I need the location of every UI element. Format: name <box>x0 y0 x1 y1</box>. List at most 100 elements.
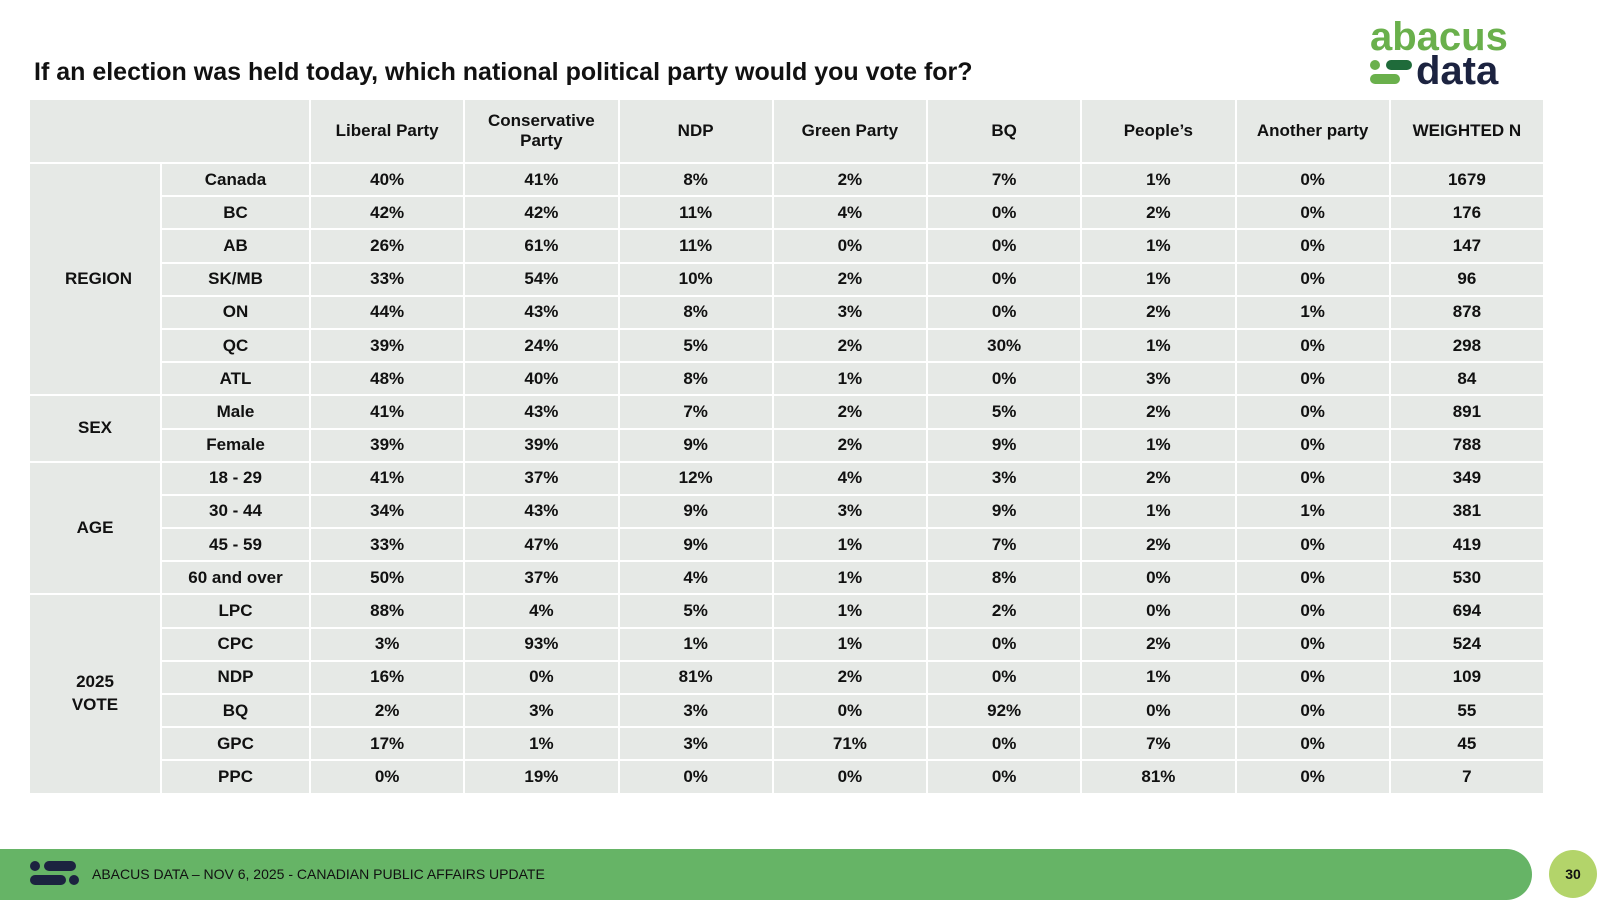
cell: 2% <box>771 394 929 430</box>
row-label: GPC <box>160 726 311 762</box>
table-row: 2025 VOTE LPC 88% 4% 5% 1% 2% 0% 0% 694 <box>28 593 1546 795</box>
row-label: PPC <box>160 759 311 795</box>
cell-text: 1% <box>837 534 863 554</box>
cell-text: 349 <box>1452 468 1482 488</box>
cell-text: 381 <box>1452 501 1482 521</box>
cell-text: 0% <box>1300 601 1325 621</box>
cell: 81% <box>617 659 774 696</box>
logo-dot <box>1370 60 1380 70</box>
group-label-text: SEX <box>77 418 113 438</box>
cell-text: 0% <box>1300 335 1325 355</box>
cell: 1% <box>771 593 929 629</box>
cell: 878 <box>1388 294 1546 330</box>
group-label-text: REGION <box>65 268 133 288</box>
cell: 9% <box>617 493 774 530</box>
row-label-text: NDP <box>217 667 254 687</box>
cell: 0% <box>1234 394 1391 430</box>
cell: 0% <box>771 759 929 795</box>
cell-text: 0% <box>1146 567 1171 587</box>
cell-text: 0% <box>529 667 554 687</box>
cell: 19% <box>463 759 620 795</box>
row-label: SK/MB <box>160 261 311 297</box>
cell-text: 3% <box>529 700 554 720</box>
cell: 4% <box>771 195 929 231</box>
cell-text: 41% <box>524 169 559 189</box>
cell-text: 41% <box>370 468 405 488</box>
cell: 3% <box>771 294 929 330</box>
cell-text: 0% <box>991 766 1017 786</box>
cell: 1% <box>1234 294 1391 330</box>
column-header: Conservative Party <box>463 98 620 164</box>
cell: 788 <box>1388 427 1546 463</box>
cell: 0% <box>1234 361 1391 397</box>
cell: 8% <box>617 161 774 198</box>
cell-text: 0% <box>837 235 863 255</box>
cell-text: 7% <box>1146 733 1171 753</box>
cell: 1% <box>1234 493 1391 530</box>
cell-text: 3% <box>374 634 400 654</box>
cell-text: 40% <box>524 368 559 388</box>
cell-text: 2% <box>1146 302 1171 322</box>
footer-bar: ABACUS DATA – NOV 6, 2025 - CANADIAN PUB… <box>0 849 1532 900</box>
cell: 1% <box>1080 228 1237 264</box>
cell: 16% <box>308 659 466 696</box>
cell-text: 147 <box>1452 235 1482 255</box>
cell: 92% <box>925 692 1083 729</box>
cell: 33% <box>308 527 466 563</box>
cell: 0% <box>1234 527 1391 563</box>
cell-text: 39% <box>370 435 405 455</box>
cell: 42% <box>463 195 620 231</box>
cell: 43% <box>463 394 620 430</box>
cell-text: 39% <box>370 335 405 355</box>
table-row: BC 42% 42% 11% 4% 0% 2% 0% 176 <box>29 195 1546 231</box>
cell-text: 5% <box>683 601 708 621</box>
table-row: REGION Canada 40% 41% 8% 2% 7% 1% 0% 1679 <box>28 161 1546 397</box>
cell: 2% <box>771 261 929 297</box>
cell: 3% <box>463 692 620 729</box>
cell: 24% <box>463 327 620 364</box>
cell: 37% <box>463 460 620 496</box>
cell-text: 2% <box>837 335 863 355</box>
cell: 1% <box>617 626 774 662</box>
cell-text: 7% <box>991 169 1017 189</box>
row-label-text: Male <box>216 401 255 421</box>
group-label: REGION <box>28 161 162 397</box>
cell-text: 0% <box>1300 667 1325 687</box>
row-label-text: BQ <box>222 700 249 720</box>
cell: 0% <box>308 759 466 795</box>
cell: 42% <box>308 195 466 231</box>
table-row: BQ 2% 3% 3% 0% 92% 0% 0% 55 <box>29 692 1546 729</box>
cell: 0% <box>925 659 1083 696</box>
cell-text: 1% <box>1146 667 1171 687</box>
cell: 2% <box>1080 527 1237 563</box>
row-label-text: 30 - 44 <box>209 501 262 521</box>
cell: 891 <box>1388 394 1546 430</box>
cell-text: 50% <box>370 567 405 587</box>
cell: 1% <box>1080 161 1237 198</box>
cell-text: 1% <box>1300 501 1325 521</box>
row-label: Female <box>160 427 311 463</box>
column-header-text: Green Party <box>801 120 899 140</box>
cell: 43% <box>463 294 620 330</box>
cell-text: 12% <box>678 468 713 488</box>
cell: 0% <box>1234 659 1391 696</box>
table-row: ON 44% 43% 8% 3% 0% 2% 1% 878 <box>29 294 1546 330</box>
cell-text: 0% <box>991 667 1017 687</box>
cell: 3% <box>1080 361 1237 397</box>
cell-text: 0% <box>1300 368 1325 388</box>
table-row: Female 39% 39% 9% 2% 9% 1% 0% 788 <box>29 427 1546 463</box>
cell-text: 96 <box>1457 269 1477 289</box>
cell-text: 0% <box>837 700 863 720</box>
table-row: QC 39% 24% 5% 2% 30% 1% 0% 298 <box>29 327 1546 364</box>
cell: 47% <box>463 527 620 563</box>
cell-text: 0% <box>991 235 1017 255</box>
row-label: LPC <box>160 593 311 629</box>
row-label: Male <box>160 394 311 430</box>
column-header-text: NDP <box>677 120 714 140</box>
row-label: ON <box>160 294 311 330</box>
cell: 1% <box>1080 261 1237 297</box>
cell-text: 9% <box>683 501 708 521</box>
table-row: SK/MB 33% 54% 10% 2% 0% 1% 0% 96 <box>29 261 1546 297</box>
cell: 8% <box>617 361 774 397</box>
